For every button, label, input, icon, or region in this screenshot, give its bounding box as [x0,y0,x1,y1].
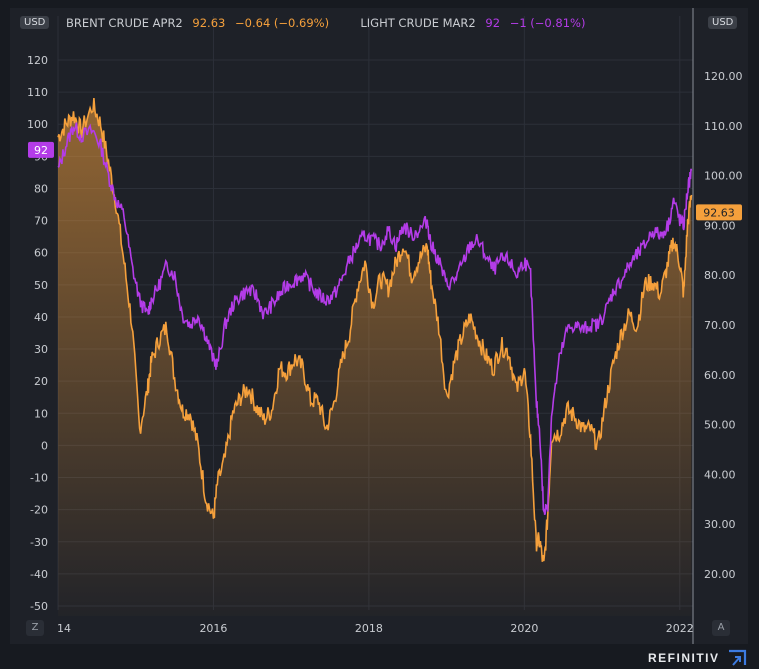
left-tick-label: 80 [34,182,48,195]
brent-last-price-tag-bg [696,204,742,221]
right-tick-label: 20.00 [704,568,736,581]
right-tick-label: 110.00 [704,120,743,133]
left-axis: 1201101009080706050403020100-10-20-30-40… [27,54,48,613]
x-tick-label: 2018 [355,622,383,635]
left-tick-label: 40 [34,311,48,324]
chart-legend: BRENT CRUDE APR2 92.63 −0.64 (−0.69%) LI… [66,16,591,30]
right-tick-label: 70.00 [704,319,736,332]
left-tick-label: 120 [27,54,48,67]
legend-brent-value: 92.63 [192,16,226,30]
left-tick-label: 50 [34,279,48,292]
right-axis-unit-badge: USD [708,16,738,29]
x-tick-label: 2016 [199,622,227,635]
left-tick-label: -50 [30,600,48,613]
right-tick-label: 100.00 [704,170,743,183]
left-tick-label: 0 [41,439,48,452]
right-tick-label: 50.00 [704,419,736,432]
price-chart[interactable]: 1201101009080706050403020100-10-20-30-40… [10,8,748,644]
right-tick-label: 90.00 [704,219,736,232]
wti-last-price-tag: 92 [34,144,48,157]
right-tick-label: 40.00 [704,468,736,481]
left-tick-label: -40 [30,568,48,581]
brand-name: REFINITIV [648,651,720,665]
auto-scale-toggle-button[interactable]: A [712,620,730,636]
right-axis: 120.00 110.00 100.00 90.00 80.00 70.00 60.00 50… [704,70,743,581]
refinitiv-logo-icon [729,649,747,666]
legend-wti-change: −1 (−0.81%) [509,16,586,30]
chart-panel: 1201101009080706050403020100-10-20-30-40… [10,8,748,644]
x-tick-label: 14 [57,622,71,635]
left-tick-label: -30 [30,536,48,549]
legend-wti-value: 92 [485,16,501,30]
last-price-tags: 92 92.63 [28,141,742,221]
right-tick-label: 120.00 [704,70,743,83]
brent-series-line[interactable] [57,97,693,562]
right-tick-label: 30.00 [704,518,736,531]
left-tick-label: -20 [30,504,48,517]
x-tick-label: 2022 [666,622,694,635]
brent-area-fill [58,98,692,616]
x-tick-label: 2020 [510,622,538,635]
x-axis: 14 2016 2018 2020 2022 [57,622,694,635]
left-tick-label: -10 [30,472,48,485]
left-tick-label: 110 [27,86,48,99]
legend-wti-name: LIGHT CRUDE MAR2 [360,16,476,30]
left-tick-label: 70 [34,215,48,228]
left-tick-label: 100 [27,118,48,131]
left-tick-label: 20 [34,375,48,388]
legend-brent-change: −0.64 (−0.69%) [235,16,330,30]
wti-last-price-tag-bg [28,141,54,158]
log-scale-toggle-button[interactable]: Z [26,620,44,636]
wti-series-line[interactable] [57,122,693,516]
legend-brent-name: BRENT CRUDE APR2 [66,16,183,30]
brent-last-price-tag: 92.63 [703,206,735,219]
left-axis-unit-badge: USD [20,16,50,29]
left-tick-label: 30 [34,343,48,356]
right-tick-label: 80.00 [704,269,736,282]
left-tick-label: 10 [34,407,48,420]
right-tick-label: 60.00 [704,369,736,382]
left-tick-label: 60 [34,247,48,260]
